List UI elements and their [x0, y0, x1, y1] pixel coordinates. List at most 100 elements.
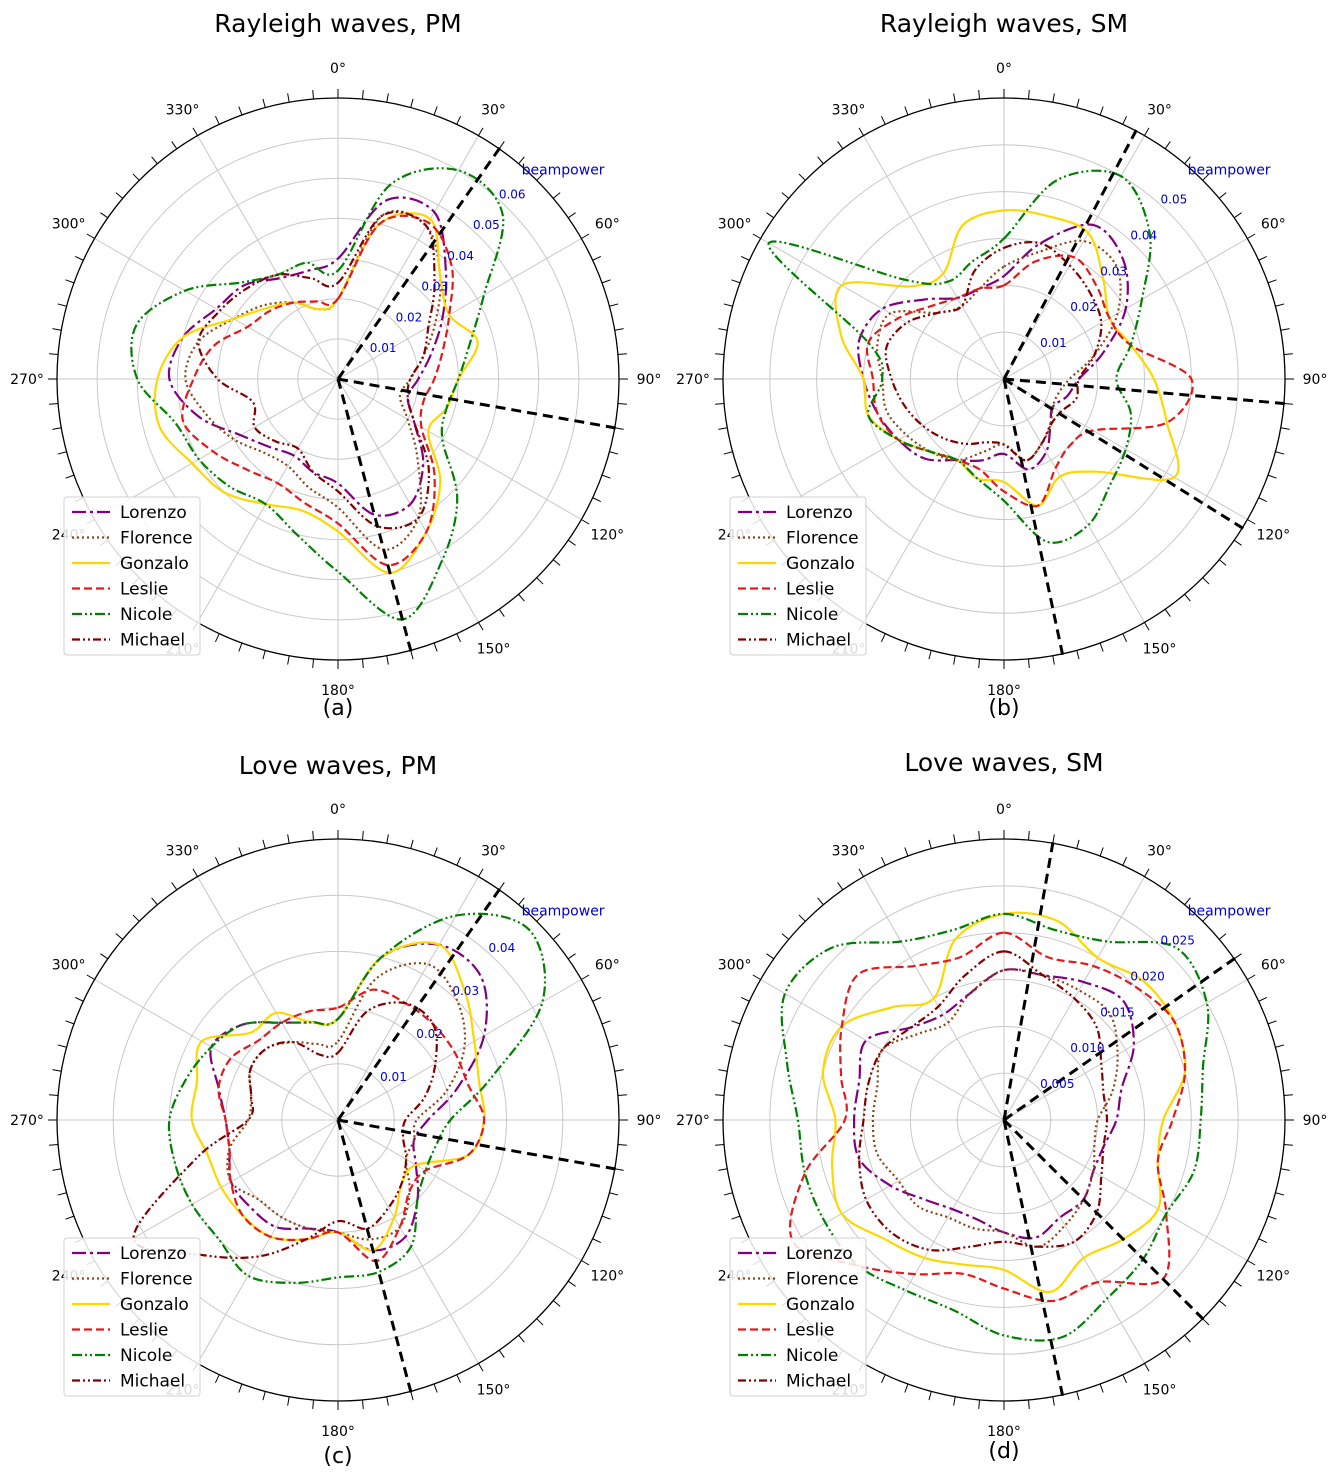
- angle-tick: [86, 974, 95, 980]
- angle-tick: [1099, 1383, 1104, 1393]
- angle-tick: [151, 156, 158, 165]
- angle-tick: [1267, 279, 1277, 284]
- legend: Lorenzo Florence Gonzalo Leslie Nicole Michae…: [63, 496, 201, 656]
- angle-tick: [1218, 192, 1227, 199]
- legend-label-lorenzo: Lorenzo: [120, 1244, 187, 1264]
- angle-tick: [752, 974, 761, 980]
- angular-gridline: [337, 876, 479, 1121]
- angle-tick: [1164, 141, 1171, 150]
- angular-gridline: [760, 378, 1005, 520]
- angle-tick: [1164, 1349, 1171, 1358]
- angle-tick: [1247, 519, 1256, 525]
- angle-tick: [740, 996, 750, 1002]
- dashed-azimuth-line: [336, 1119, 413, 1394]
- angular-gridline: [337, 378, 479, 623]
- angle-tick: [433, 106, 438, 116]
- series-line-nicole: [767, 169, 1152, 544]
- angle-tick: [65, 1215, 75, 1220]
- angle-tick: [798, 173, 806, 181]
- angle-tick-label: 270°: [10, 372, 44, 388]
- angle-tick: [1233, 953, 1242, 960]
- angle-tick: [614, 427, 624, 430]
- angle-tick: [1027, 831, 1030, 841]
- series-line-michael: [132, 1001, 438, 1259]
- angle-tick: [361, 90, 364, 100]
- angular-gridline: [760, 238, 1005, 380]
- angle-tick: [1122, 633, 1128, 643]
- angular-gridline: [760, 1119, 1005, 1261]
- angle-tick-label: 0°: [330, 802, 346, 818]
- angle-tick: [1202, 914, 1210, 922]
- series-line-lorenzo: [857, 223, 1129, 471]
- angle-tick: [287, 834, 290, 844]
- angle-tick: [52, 427, 62, 430]
- angle-tick: [718, 328, 728, 331]
- chart-title: Love waves, PM: [239, 751, 437, 780]
- angle-tick: [567, 539, 576, 546]
- angular-gridline: [94, 238, 339, 380]
- angular-gridline: [94, 979, 339, 1121]
- radial-tick-label: 0.04: [447, 249, 474, 263]
- angular-gridline: [94, 1119, 339, 1261]
- angular-gridline: [863, 378, 1005, 623]
- angle-tick: [214, 856, 220, 866]
- angle-tick-label: 60°: [595, 958, 620, 974]
- angle-tick: [953, 655, 956, 665]
- angle-tick: [718, 1168, 728, 1171]
- angle-tick-label: 30°: [1147, 103, 1172, 119]
- angle-tick: [1280, 427, 1290, 430]
- angle-tick: [100, 212, 109, 219]
- radial-tick-label: 0.01: [380, 1070, 407, 1084]
- angle-tick: [456, 1374, 462, 1384]
- angular-gridline: [337, 135, 479, 380]
- angle-tick-label: 300°: [718, 958, 752, 974]
- series-line-michael: [884, 241, 1103, 462]
- angle-tick-label: 150°: [477, 1382, 511, 1398]
- legend-label-nicole: Nicole: [786, 605, 838, 625]
- angle-tick: [552, 559, 561, 566]
- angle-tick-label: 90°: [1303, 1113, 1328, 1129]
- angle-tick: [1275, 1192, 1285, 1196]
- angle-tick-label: 300°: [52, 958, 86, 974]
- angle-tick: [609, 1044, 619, 1048]
- angle-tick: [65, 279, 75, 284]
- angle-tick: [536, 1318, 544, 1326]
- angle-tick: [478, 622, 484, 631]
- series-line-nicole: [780, 912, 1210, 1342]
- panel-label: (d): [988, 1439, 1019, 1464]
- radial-tick-label: 0.05: [473, 218, 500, 232]
- angle-tick: [361, 831, 364, 841]
- dashed-azimuth-line: [1002, 128, 1139, 380]
- angle-tick: [536, 577, 544, 585]
- angle-tick: [715, 353, 725, 356]
- legend-label-michael: Michael: [120, 1372, 185, 1392]
- series-line-leslie: [865, 254, 1194, 508]
- angle-tick: [262, 650, 266, 660]
- angle-tick: [904, 847, 909, 857]
- angle-tick: [614, 1168, 624, 1171]
- angle-tick: [609, 1192, 619, 1196]
- angle-tick: [817, 156, 824, 165]
- legend: Lorenzo Florence Gonzalo Leslie Nicole Michae…: [729, 496, 867, 656]
- panel-label: (c): [323, 1444, 352, 1469]
- angle-tick: [837, 141, 844, 150]
- angle-tick-label: 180°: [321, 683, 355, 699]
- angle-tick-label: 90°: [637, 1113, 662, 1129]
- angle-tick: [718, 1069, 728, 1072]
- angle-tick: [1202, 173, 1210, 181]
- angle-tick: [904, 106, 909, 116]
- angle-tick: [86, 233, 95, 239]
- angle-tick-label: 120°: [1256, 1269, 1290, 1285]
- angle-tick-label: 30°: [481, 844, 506, 860]
- angle-tick: [928, 839, 932, 849]
- dashed-azimuth-line: [1003, 956, 1237, 1122]
- series-line-lorenzo: [852, 968, 1135, 1240]
- legend-label-michael: Michael: [120, 631, 185, 651]
- angle-tick: [57, 451, 67, 455]
- series-line-leslie: [788, 931, 1187, 1303]
- radial-tick-label: 0.04: [488, 941, 515, 955]
- angle-tick: [1027, 1399, 1030, 1409]
- angle-tick: [928, 1391, 932, 1401]
- legend-label-florence: Florence: [786, 1270, 859, 1290]
